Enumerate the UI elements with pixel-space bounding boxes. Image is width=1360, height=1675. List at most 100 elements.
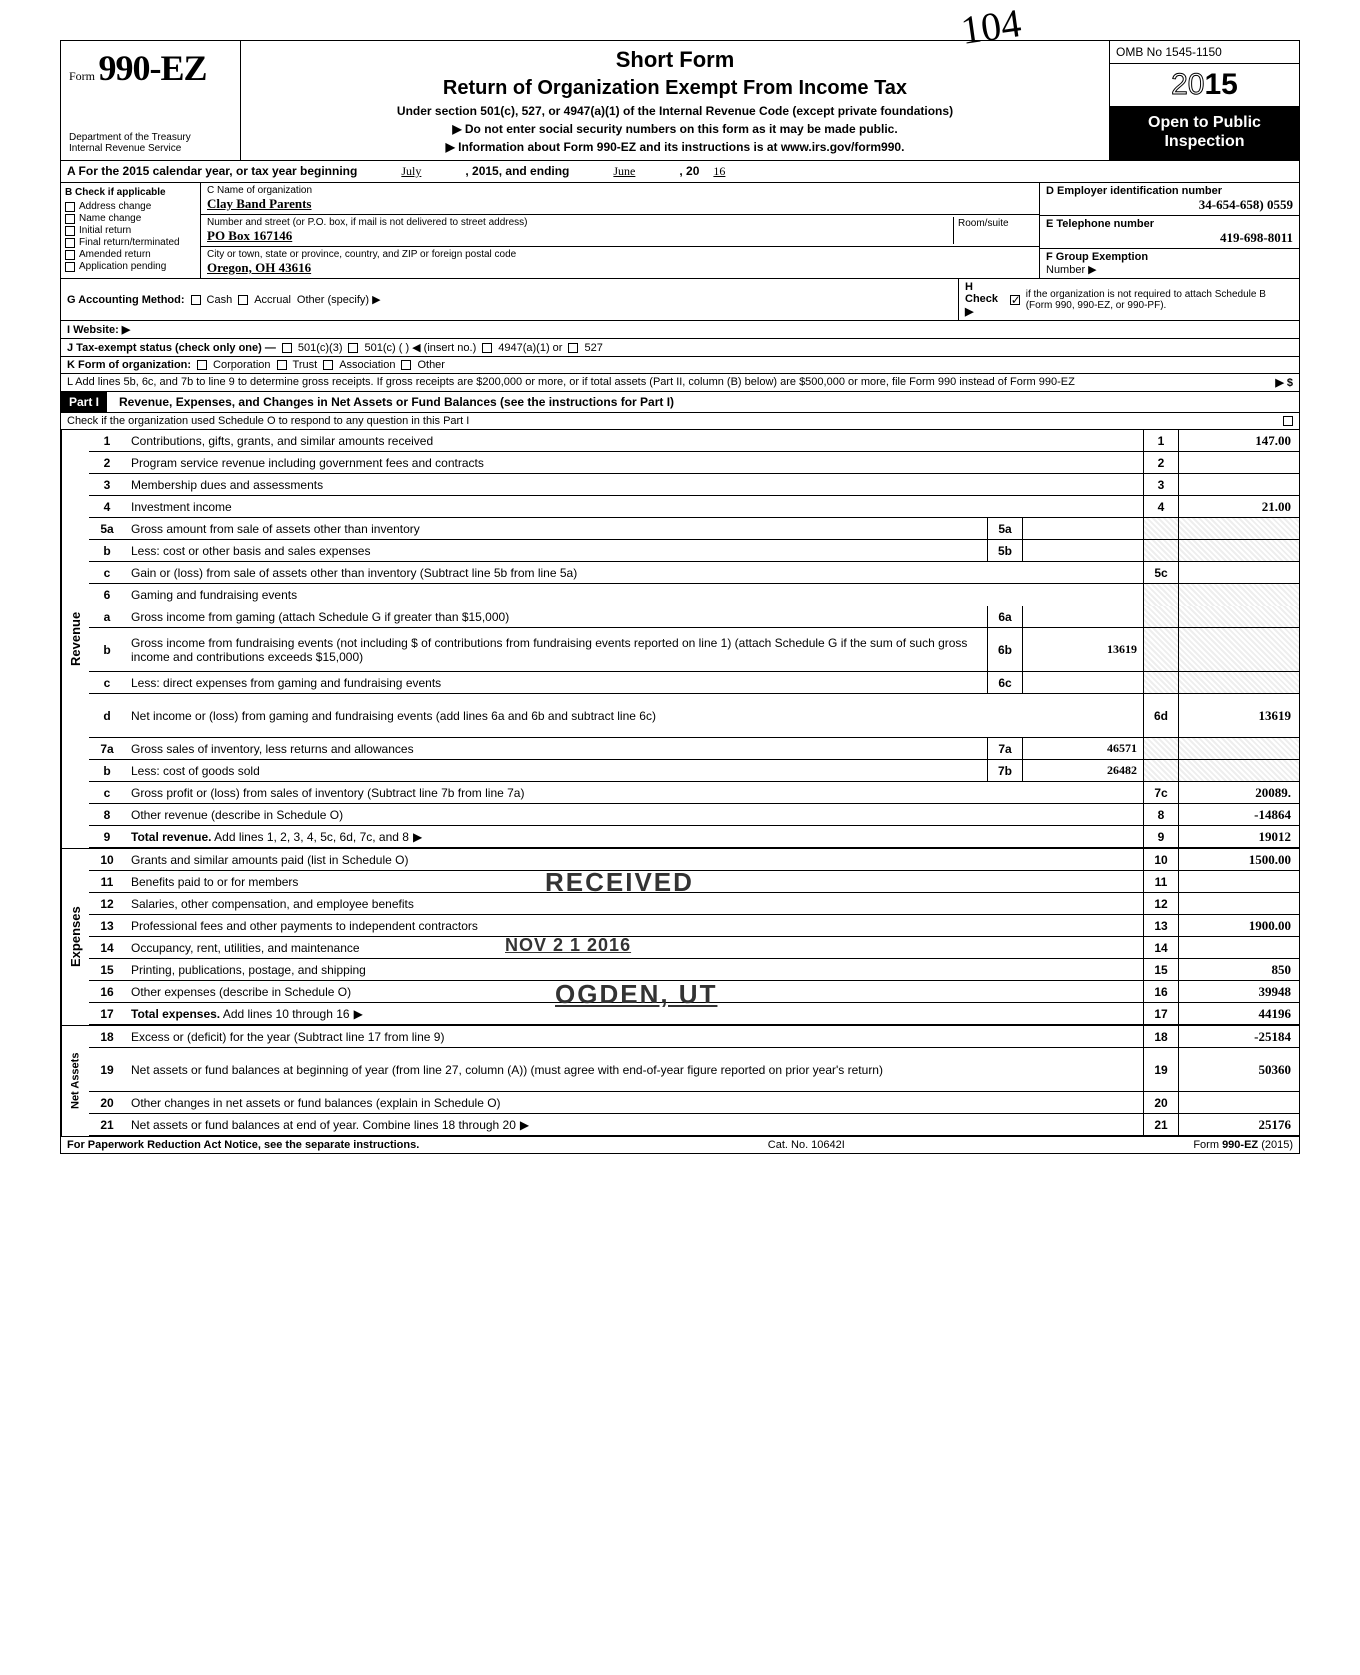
chk-527[interactable] [568,343,578,353]
footer-right: Form 990-EZ (2015) [1193,1139,1293,1151]
year-suffix: 15 [1205,68,1238,101]
exp-row-16: 16Other expenses (describe in Schedule O… [89,981,1299,1003]
inner-num: 7a [987,738,1023,759]
c-street-row: Number and street (or P.O. box, if mail … [201,215,1039,247]
c-name-label: C Name of organization [207,185,1033,196]
chk-cash[interactable] [191,295,201,305]
right-num: 20 [1143,1092,1179,1113]
row-num: 2 [89,452,125,473]
footer: For Paperwork Reduction Act Notice, see … [61,1136,1299,1153]
rev-row-8: 8Other revenue (describe in Schedule O)8… [89,804,1299,826]
chk-schedule-b[interactable] [1010,295,1020,305]
right-val: 19012 [1179,826,1299,847]
inner-val [1023,606,1143,627]
chk-name[interactable]: Name change [65,213,196,224]
j-527: 527 [584,342,602,354]
inner-val [1023,540,1143,561]
line-a-yr: 16 [703,164,735,179]
row-desc: Less: direct expenses from gaming and fu… [125,672,987,693]
rev-row-2: 2Program service revenue including gover… [89,452,1299,474]
right-val [1179,562,1299,583]
chk-schedule-o[interactable] [1283,416,1293,426]
netassets-section: Net Assets 18Excess or (deficit) for the… [61,1025,1299,1136]
right-val [1179,518,1299,539]
right-val: 44196 [1179,1003,1299,1024]
part1-header-row: Part I Revenue, Expenses, and Changes in… [61,392,1299,413]
chk-address[interactable]: Address change [65,201,196,212]
right-num: 16 [1143,981,1179,1002]
j-label: J Tax-exempt status (check only one) — [67,342,276,354]
inner-val [1023,672,1143,693]
line-i: I Website: ▶ [61,321,1299,339]
rev-row-1: 1Contributions, gifts, grants, and simil… [89,430,1299,452]
chk-pending[interactable]: Application pending [65,261,196,272]
arrow-icon: ▶ [413,830,422,844]
row-desc: Printing, publications, postage, and shi… [125,959,1143,980]
f-label: F Group Exemption [1046,251,1293,263]
line-j: J Tax-exempt status (check only one) — 5… [61,339,1299,357]
chk-amended[interactable]: Amended return [65,249,196,260]
chk-501c3[interactable] [282,343,292,353]
c-street-value: PO Box 167146 [207,228,945,244]
row-num: 19 [89,1048,125,1091]
arrow-icon: ▶ [354,1007,363,1021]
row-num: 16 [89,981,125,1002]
chk-4947[interactable] [482,343,492,353]
right-val [1179,628,1299,671]
row-num: 7a [89,738,125,759]
right-val: 20089. [1179,782,1299,803]
right-num [1143,738,1179,759]
right-num: 11 [1143,871,1179,892]
chk-other[interactable] [401,360,411,370]
rev-row-5a: 5aGross amount from sale of assets other… [89,518,1299,540]
row-desc: Net assets or fund balances at beginning… [125,1048,1143,1091]
inner-val: 13619 [1023,628,1143,671]
row-desc: Total revenue. Add lines 1, 2, 3, 4, 5c,… [125,826,1143,847]
inner-num: 6a [987,606,1023,627]
side-netassets: Net Assets [61,1026,89,1136]
right-val: -25184 [1179,1026,1299,1047]
chk-501c[interactable] [348,343,358,353]
right-num: 15 [1143,959,1179,980]
notice-ssn: ▶ Do not enter social security numbers o… [249,122,1101,136]
c-name-row: C Name of organization Clay Band Parents [201,183,1039,215]
row-num: 17 [89,1003,125,1024]
row-num: d [89,694,125,737]
row-desc: Excess or (deficit) for the year (Subtra… [125,1026,1143,1047]
line-g: G Accounting Method: Cash Accrual Other … [61,279,959,320]
row-desc: Grants and similar amounts paid (list in… [125,849,1143,870]
rev-row-4: 4Investment income421.00 [89,496,1299,518]
i-label: I Website: ▶ [67,323,130,336]
right-val [1179,474,1299,495]
dept-irs: Internal Revenue Service [69,143,232,154]
row-num: 1 [89,430,125,451]
row-desc: Net income or (loss) from gaming and fun… [125,694,1143,737]
rev-row-c: cGross profit or (loss) from sales of in… [89,782,1299,804]
row-num: c [89,782,125,803]
section-b: B Check if applicable Address change Nam… [61,183,201,278]
row-desc: Gross amount from sale of assets other t… [125,518,987,539]
k-other: Other [417,359,445,371]
k-assoc: Association [339,359,395,371]
row-desc: Less: cost or other basis and sales expe… [125,540,987,561]
chk-corp[interactable] [197,360,207,370]
year-prefix: 20 [1171,68,1204,101]
chk-accrual[interactable] [238,295,248,305]
rev-row-7a: 7aGross sales of inventory, less returns… [89,738,1299,760]
footer-left: For Paperwork Reduction Act Notice, see … [67,1139,419,1151]
e-label: E Telephone number [1046,218,1293,230]
right-val: 21.00 [1179,496,1299,517]
row-num: b [89,760,125,781]
exp-row-11: 11Benefits paid to or for membersRECEIVE… [89,871,1299,893]
chk-initial[interactable]: Initial return [65,225,196,236]
chk-assoc[interactable] [323,360,333,370]
chk-final[interactable]: Final return/terminated [65,237,196,248]
department: Department of the Treasury Internal Reve… [69,132,232,154]
line-a-suffix: , 20 [679,164,699,178]
d-label: D Employer identification number [1046,185,1293,197]
h-rest: if the organization is not required to a… [1026,289,1293,311]
chk-trust[interactable] [277,360,287,370]
f-group: F Group Exemption Number ▶ [1040,249,1299,278]
inner-num: 7b [987,760,1023,781]
row-num: 18 [89,1026,125,1047]
